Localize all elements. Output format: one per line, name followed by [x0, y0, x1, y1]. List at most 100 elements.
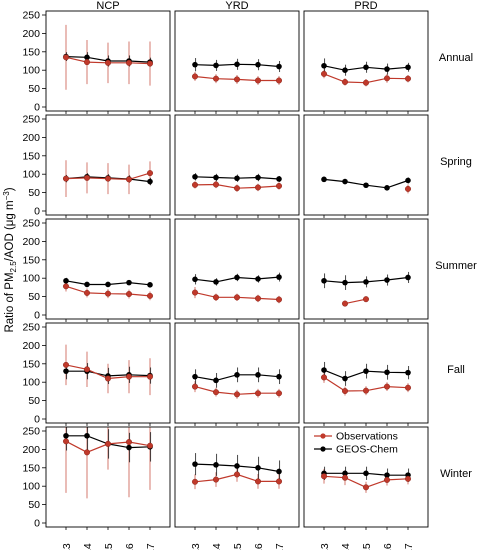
y-tick-label: 0 — [34, 206, 40, 218]
x-tick-label: 2014 — [340, 543, 352, 550]
model-point — [276, 274, 282, 280]
season-label: Fall — [447, 364, 465, 376]
panel-yrd-spring — [174, 114, 300, 218]
model-point — [126, 444, 132, 451]
model-point — [276, 468, 282, 475]
plot-area — [191, 272, 283, 304]
obs-point — [191, 383, 198, 390]
x-tick-label: 2013 — [319, 543, 331, 550]
model-point — [405, 177, 411, 184]
model-point — [147, 282, 153, 288]
obs-point — [233, 471, 240, 478]
season-label: Summer — [435, 260, 477, 272]
model-point — [147, 178, 153, 185]
model-point — [255, 61, 261, 68]
obs-point — [125, 439, 132, 446]
season-label: Spring — [440, 156, 472, 168]
model-point — [84, 54, 90, 61]
model-point — [255, 174, 261, 181]
y-tick-label: 250 — [22, 218, 40, 230]
plot-area — [321, 58, 412, 87]
y-tick-label: 100 — [22, 273, 40, 285]
model-point — [363, 368, 369, 374]
obs-point — [212, 75, 219, 82]
y-axis-label-sup: −3 — [2, 191, 11, 201]
obs-point — [104, 440, 111, 447]
panel-prd-fall — [303, 322, 429, 426]
obs-line — [344, 298, 367, 305]
y-tick-label: 250 — [22, 322, 40, 334]
model-point — [105, 281, 111, 288]
model-point — [384, 66, 390, 72]
y-tick-label: 250 — [22, 10, 40, 22]
y-tick-label: 150 — [22, 150, 40, 162]
x-tick-label: 2015 — [103, 543, 115, 550]
model-point — [255, 465, 261, 471]
obs-point — [191, 478, 198, 485]
plot-area — [321, 361, 412, 396]
obs-point — [384, 476, 391, 483]
model-point — [405, 369, 411, 376]
obs-point — [254, 478, 261, 485]
model-point — [192, 461, 198, 467]
obs-point — [342, 78, 349, 85]
obs-point — [276, 478, 283, 485]
obs-point — [83, 174, 90, 181]
y-tick-label: 200 — [22, 444, 40, 456]
legend-obs-label: Observations — [336, 431, 398, 443]
model-point — [363, 64, 369, 71]
obs-point — [146, 170, 153, 177]
obs-point — [104, 175, 111, 182]
panel-yrd-summer — [174, 218, 300, 322]
y-tick-label: 200 — [22, 340, 40, 352]
obs-point — [125, 59, 132, 66]
x-tick-label: 2013 — [61, 543, 73, 550]
model-point — [342, 178, 348, 185]
model-point — [384, 369, 390, 376]
panel-yrd-fall — [174, 322, 300, 426]
model-point — [63, 432, 69, 439]
model-point — [384, 472, 390, 478]
season-label: Annual — [439, 52, 473, 64]
obs-point — [146, 442, 153, 449]
obs-point — [233, 76, 240, 83]
panel-ncp-summer: 0 50 100 150 200 250 — [22, 218, 171, 322]
plot-area — [191, 367, 283, 399]
obs-point — [254, 295, 261, 302]
y-axis-label-sub: 2.5 — [9, 261, 18, 273]
panel-frame — [45, 218, 171, 320]
obs-point — [384, 75, 391, 82]
obs-point — [191, 289, 198, 296]
labels: NCP YRD PRD Annual Spring Summer Fall Winter — [96, 0, 477, 480]
x-tick-label: 2017 — [145, 543, 157, 550]
y-axis-label-main: Ratio of PM — [4, 272, 16, 332]
obs-point — [63, 283, 70, 290]
model-point — [342, 375, 348, 382]
region-title: YRD — [225, 0, 248, 12]
x-tick-label: 2016 — [253, 543, 265, 550]
model-point — [405, 274, 411, 281]
model-point — [63, 277, 69, 284]
y-tick-label: 100 — [22, 377, 40, 389]
model-point — [255, 276, 261, 282]
y-tick-label: 0 — [34, 102, 40, 114]
plot-area — [63, 160, 153, 198]
legend-obs-marker — [320, 433, 326, 439]
model-point — [213, 174, 219, 181]
obs-point — [384, 383, 391, 390]
model-point — [234, 175, 240, 182]
model-point — [342, 470, 348, 477]
y-tick-label: 150 — [22, 254, 40, 266]
model-point — [234, 463, 240, 469]
model-point — [192, 276, 198, 283]
obs-point — [146, 292, 153, 299]
model-point — [192, 173, 198, 180]
panel-frame — [303, 10, 429, 112]
obs-point — [254, 390, 261, 397]
y-axis-label: Ratio of PM2.5/AOD (μg m−3) — [2, 187, 18, 332]
y-tick-label: 50 — [28, 291, 40, 303]
y-axis-label-close: ) — [4, 187, 16, 191]
season-label: Winter — [440, 468, 472, 480]
model-point — [276, 63, 282, 70]
